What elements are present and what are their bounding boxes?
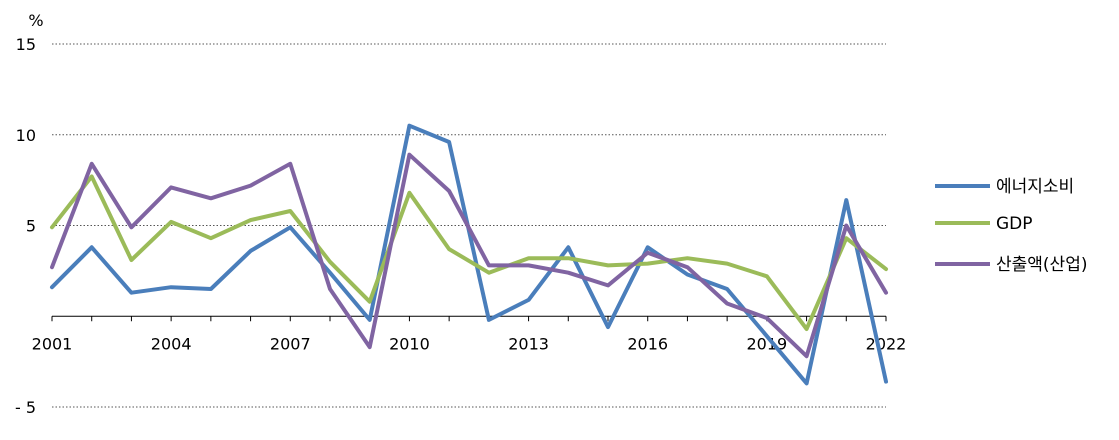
x-tick-label: 2001 [32, 334, 73, 353]
x-tick-label: 2007 [270, 334, 311, 353]
series-lines [50, 123, 888, 386]
series-line-1 [50, 174, 888, 331]
x-tick-label: 2010 [389, 334, 430, 353]
x-tick-label: 2016 [627, 334, 668, 353]
legend-label-2: 산출액(산업) [996, 255, 1087, 275]
legend-label-0: 에너지소비 [996, 177, 1074, 197]
y-tick-label: 15 [16, 35, 36, 54]
y-axis-ticks: 15 10 5 - 5 [15, 35, 36, 417]
y-tick-label: 10 [16, 126, 36, 145]
series-line-2 [50, 152, 888, 359]
y-unit-label: % [28, 11, 43, 30]
x-tick-label: 2013 [508, 334, 549, 353]
x-tick-label: 2022 [866, 334, 907, 353]
x-tick-label: 2004 [151, 334, 192, 353]
legend-label-1: GDP [996, 214, 1033, 234]
y-tick-label: 5 [26, 217, 36, 236]
y-tick-label: - 5 [15, 398, 36, 417]
legend: 에너지소비 GDP 산출액(산업) [935, 177, 1087, 275]
